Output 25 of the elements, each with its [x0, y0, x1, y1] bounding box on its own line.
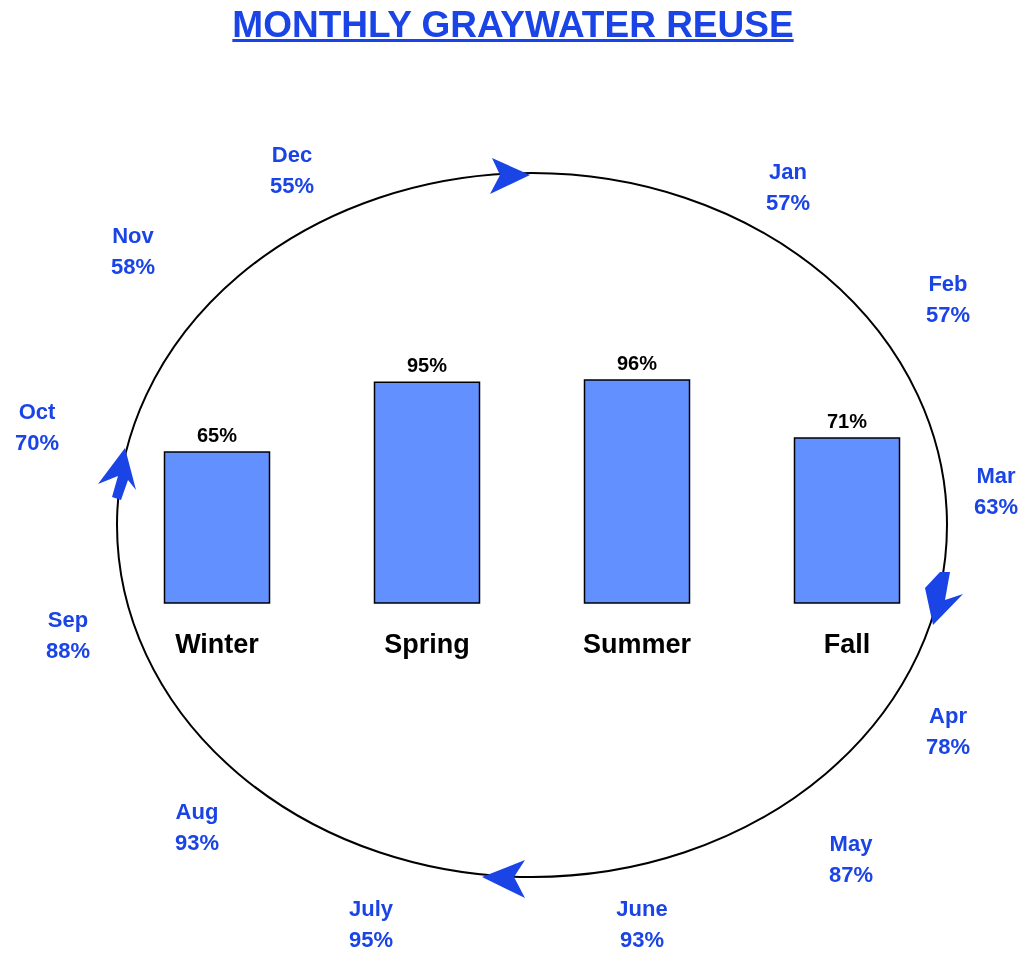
- text: Feb 57%: [925, 270, 971, 329]
- bar: [373, 381, 481, 604]
- text: July 95%: [348, 895, 394, 953]
- text: May 87%: [828, 830, 874, 889]
- text: Aug 93%: [174, 798, 220, 857]
- x-tick-label: Winter: [175, 628, 260, 659]
- data-label: 65%: [196, 424, 238, 447]
- text: Dec 55%: [269, 141, 315, 200]
- chart-title: MONTHLY GRAYWATER REUSE: [231, 4, 795, 46]
- bar: [793, 437, 901, 604]
- x-tick-label: Spring: [384, 628, 470, 659]
- data-label: 71%: [826, 410, 868, 433]
- x-tick-label: Summer: [582, 628, 692, 659]
- text: June 93%: [616, 895, 668, 953]
- text: Nov 58%: [110, 222, 156, 281]
- bar: [163, 451, 271, 604]
- text: Sep 88%: [45, 606, 91, 665]
- text: Jan 57%: [765, 158, 811, 217]
- data-label: 96%: [616, 352, 658, 374]
- bar: [583, 379, 691, 604]
- x-tick-label: Fall: [823, 628, 871, 659]
- text: Oct 70%: [14, 398, 60, 457]
- text: Mar 63%: [973, 462, 1019, 521]
- data-label: 95%: [406, 354, 448, 377]
- text: Apr 78%: [925, 702, 971, 761]
